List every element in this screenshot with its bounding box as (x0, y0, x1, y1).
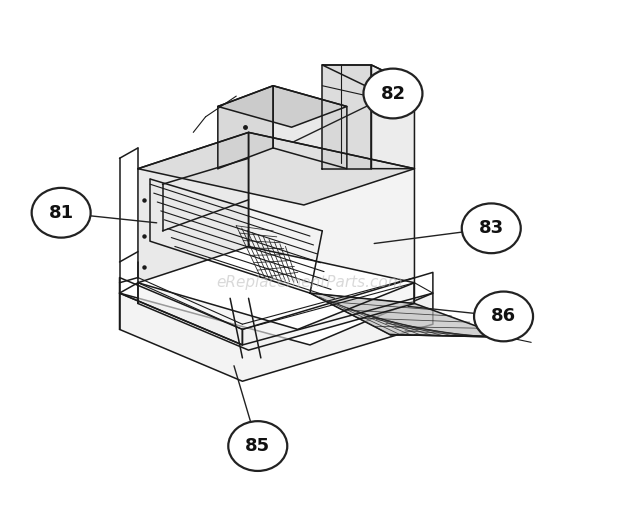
Polygon shape (218, 86, 347, 127)
Circle shape (462, 203, 521, 253)
Polygon shape (120, 293, 433, 381)
Circle shape (32, 188, 91, 237)
Text: 86: 86 (491, 308, 516, 325)
Text: 85: 85 (245, 437, 270, 455)
Polygon shape (218, 86, 273, 169)
Polygon shape (138, 133, 249, 283)
Text: 83: 83 (479, 220, 504, 237)
Polygon shape (371, 65, 414, 169)
Circle shape (363, 69, 422, 118)
Polygon shape (138, 133, 414, 205)
Polygon shape (249, 133, 414, 283)
Text: eReplacementParts.com: eReplacementParts.com (216, 275, 404, 290)
Text: 82: 82 (381, 84, 405, 103)
Polygon shape (322, 65, 371, 169)
Polygon shape (310, 293, 507, 337)
Polygon shape (138, 283, 414, 350)
Text: 81: 81 (48, 204, 74, 222)
Circle shape (474, 291, 533, 341)
Polygon shape (273, 86, 347, 169)
Circle shape (228, 421, 287, 471)
